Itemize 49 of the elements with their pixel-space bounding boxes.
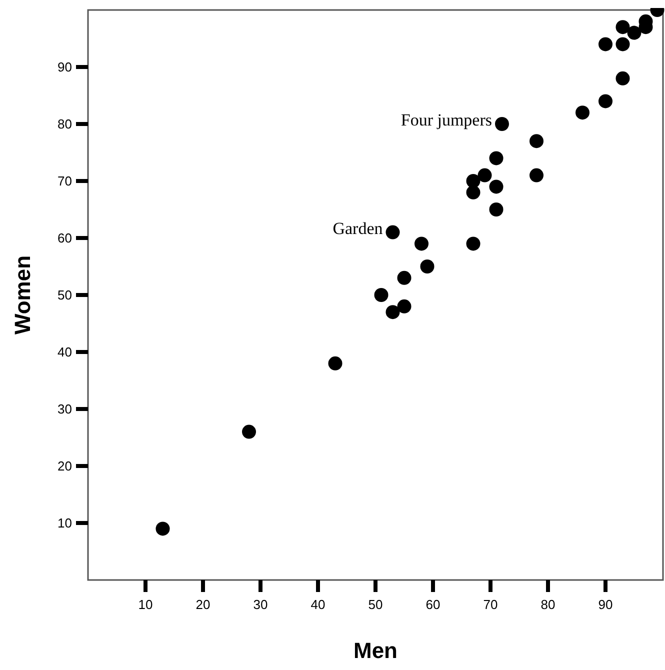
point <box>374 288 388 302</box>
point <box>489 151 504 166</box>
point <box>576 106 590 120</box>
point <box>489 202 504 216</box>
y-tick-label: 30 <box>58 402 72 417</box>
y-tick-label: 80 <box>58 116 72 132</box>
point <box>495 117 509 131</box>
point <box>478 168 492 182</box>
point <box>397 270 412 285</box>
point <box>466 185 480 200</box>
point <box>530 134 544 148</box>
point <box>466 174 480 188</box>
point <box>466 236 480 251</box>
point <box>386 225 400 240</box>
y-tick-label: 10 <box>58 516 72 531</box>
point <box>420 260 434 274</box>
point <box>489 180 504 194</box>
x-tick-label: 50 <box>368 597 383 612</box>
point <box>616 37 630 52</box>
point <box>397 299 412 314</box>
annotation: Four jumpers <box>400 110 492 130</box>
y-tick-label: 40 <box>58 344 72 360</box>
x-axis-title: Men <box>354 638 398 663</box>
point <box>242 424 256 439</box>
point <box>616 71 630 86</box>
x-tick-label: 10 <box>138 597 153 612</box>
point <box>386 305 400 320</box>
x-tick-label: 40 <box>310 597 326 612</box>
x-tick-label: 20 <box>196 597 210 612</box>
point <box>328 356 342 370</box>
y-tick-label: 60 <box>58 230 72 246</box>
point <box>616 20 630 34</box>
annotation: Garden <box>332 219 384 238</box>
point <box>530 168 544 182</box>
x-tick-label: 70 <box>483 597 498 612</box>
x-tick-label: 60 <box>426 597 440 612</box>
point <box>156 522 170 536</box>
x-tick-label: 30 <box>253 597 268 612</box>
point <box>627 26 642 40</box>
y-tick-label: 50 <box>58 288 72 303</box>
point <box>598 37 612 52</box>
y-tick-label: 70 <box>58 174 72 189</box>
y-axis-title: Women <box>10 255 35 335</box>
y-tick-label: 90 <box>58 60 72 75</box>
point <box>414 236 428 251</box>
x-tick-label: 90 <box>598 597 613 612</box>
point <box>598 94 612 108</box>
y-tick-label: 20 <box>58 458 72 474</box>
x-tick-label: 80 <box>540 597 556 612</box>
